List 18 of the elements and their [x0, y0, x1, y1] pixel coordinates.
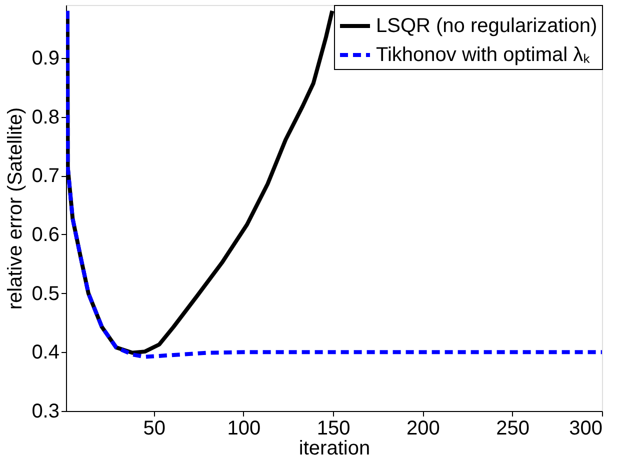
y-tick-label: 0.5 — [32, 282, 60, 305]
y-tick-label: 0.8 — [32, 106, 60, 128]
x-tick-label: 50 — [143, 418, 166, 440]
y-tick-label: 0.7 — [32, 165, 60, 188]
y-tick-label: 0.3 — [32, 400, 60, 422]
y-tick-label: 0.9 — [32, 47, 60, 70]
x-tick-label: 150 — [316, 418, 350, 440]
legend-label: Tikhonov with optimal λₖ — [376, 44, 590, 66]
x-tick-label: 200 — [406, 418, 440, 440]
x-tick-label: 300 — [569, 418, 602, 440]
y-tick-label: 0.4 — [32, 342, 60, 364]
y-axis-title: relative error (Satellite) — [4, 107, 27, 310]
x-tick-label: 250 — [496, 418, 530, 440]
line-series — [66, 8, 602, 359]
x-tick-label: 100 — [227, 418, 261, 440]
legend-label: LSQR (no regularization) — [376, 15, 598, 37]
x-axis-title: iteration — [298, 438, 370, 460]
y-tick-label: 0.6 — [32, 224, 60, 246]
